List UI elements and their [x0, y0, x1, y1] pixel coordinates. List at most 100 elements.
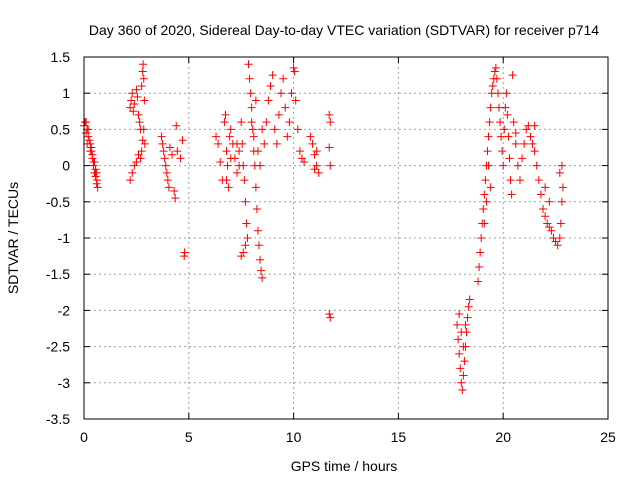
grid-lines: [84, 57, 608, 419]
x-tick-labels: 0 5 10 15 20 25: [80, 429, 616, 445]
data-point: [453, 320, 462, 329]
data-point: [91, 172, 100, 181]
data-point: [459, 342, 468, 351]
y-tick-label: 0: [62, 158, 70, 174]
data-point: [530, 147, 539, 156]
data-point: [157, 132, 166, 141]
data-point: [461, 320, 470, 329]
data-point: [130, 100, 139, 109]
data-point: [481, 176, 490, 185]
data-point: [456, 364, 465, 373]
data-point: [464, 302, 473, 311]
data-point: [498, 147, 507, 156]
data-point: [312, 161, 321, 170]
data-point: [485, 118, 494, 127]
x-tick-label: 20: [495, 429, 511, 445]
data-point: [89, 157, 98, 166]
data-point: [251, 96, 260, 105]
data-point: [482, 197, 491, 206]
data-point: [268, 71, 277, 80]
data-point: [543, 219, 552, 228]
data-point: [136, 154, 145, 163]
data-point: [224, 183, 233, 192]
data-point: [297, 154, 306, 163]
data-point: [132, 157, 141, 166]
data-point: [129, 107, 138, 116]
y-tick-label: -0.5: [46, 194, 70, 210]
plot-frame: [83, 56, 609, 420]
data-point: [237, 118, 246, 127]
y-tick-label: -2: [58, 302, 71, 318]
data-point: [536, 190, 545, 199]
x-tick-label: 0: [80, 429, 88, 445]
y-axis-label: SDTVAR / TECUs: [5, 182, 21, 294]
data-point: [247, 103, 256, 112]
data-point: [239, 248, 248, 257]
data-point: [496, 118, 505, 127]
data-point: [541, 183, 550, 192]
data-point: [520, 139, 529, 148]
data-point: [242, 219, 251, 228]
data-point: [455, 310, 464, 319]
data-point: [82, 129, 91, 138]
data-point: [171, 194, 180, 203]
data-point: [243, 234, 252, 242]
data-point: [138, 136, 147, 145]
data-point: [459, 371, 468, 380]
data-point: [159, 147, 168, 156]
data-point: [256, 161, 265, 170]
data-point: [137, 81, 146, 90]
data-point: [285, 118, 294, 127]
data-point: [84, 132, 93, 141]
data-point: [135, 118, 144, 127]
data-point: [233, 168, 242, 177]
data-point: [541, 212, 550, 221]
data-point: [532, 161, 541, 170]
data-point: [162, 168, 171, 177]
data-point: [325, 310, 334, 319]
data-point: [555, 168, 564, 177]
y-tick-label: 1: [62, 85, 70, 101]
data-point: [465, 295, 474, 304]
data-point: [277, 89, 286, 98]
data-point: [310, 165, 319, 174]
data-point: [308, 139, 317, 148]
data-point: [518, 154, 527, 163]
data-point: [488, 81, 497, 90]
data-point: [274, 110, 283, 119]
data-point: [326, 161, 335, 170]
data-point: [507, 190, 516, 199]
data-point: [251, 183, 260, 192]
data-point: [551, 237, 560, 246]
x-tick-label: 25: [600, 429, 616, 445]
data-point: [501, 103, 510, 112]
data-point: [139, 125, 148, 134]
data-point: [528, 139, 537, 148]
y-tick-label: -1: [58, 230, 71, 246]
data-point: [477, 234, 486, 242]
data-point: [140, 96, 149, 105]
data-point: [176, 154, 185, 163]
data-point: [499, 161, 508, 170]
data-point: [325, 143, 334, 152]
data-point: [479, 205, 488, 214]
data-point: [502, 89, 511, 98]
x-tick-label: 15: [391, 429, 407, 445]
data-point: [480, 219, 489, 228]
data-point: [490, 67, 499, 76]
data-point: [539, 205, 548, 214]
data-point: [256, 255, 265, 264]
data-point: [214, 139, 223, 148]
data-point: [266, 81, 275, 90]
data-point: [168, 150, 177, 159]
data-point: [92, 176, 101, 185]
data-point: [138, 67, 147, 76]
y-tick-label: -1.5: [46, 266, 70, 282]
data-point: [160, 154, 169, 163]
data-point: [455, 349, 464, 358]
y-tick-label: -3.5: [46, 411, 70, 427]
data-point: [293, 125, 302, 134]
data-point: [314, 168, 323, 177]
x-tick-label: 10: [286, 429, 302, 445]
data-point: [139, 74, 148, 83]
